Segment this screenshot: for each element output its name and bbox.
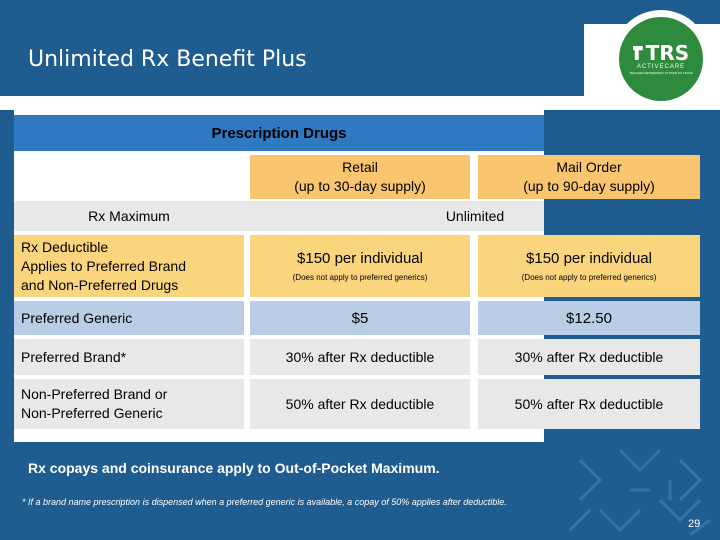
row-deductible-label-bg [14,235,244,297]
section-header: Prescription Drugs [211,124,347,142]
row-generic-label-bg [14,301,244,335]
brand-mail: 30% after Rx deductible [478,339,700,375]
deductible-mail: $150 per individual (Does not apply to p… [478,235,700,297]
trs-logo: TRS ACTIVECARE TEACHER RETIREMENT SYSTEM… [619,17,703,101]
deductible-mail-main: $150 per individual [526,250,652,267]
row-generic-retail-bg [250,301,470,335]
generic-retail-text: $5 [351,309,369,327]
deductible-retail: $150 per individual (Does not apply to p… [250,235,470,297]
title-tab-left [0,24,14,96]
deductible-label: Rx Deductible Applies to Preferred Brand… [21,235,241,297]
brand-retail: 30% after Rx deductible [250,339,470,375]
deductible-retail-main: $150 per individual [297,250,423,267]
logo-mark: TRS [632,41,690,65]
generic-retail: $5 [250,301,470,335]
footnote-small: * If a brand name prescription is dispen… [22,497,507,507]
col-head-retail-line2: (up to 30-day supply) [294,178,426,194]
logo-tiny: TEACHER RETIREMENT SYSTEM OF TEXAS [629,71,693,75]
footnote-main: Rx copays and coinsurance apply to Out-o… [28,460,440,476]
brand-mail-text: 30% after Rx deductible [514,348,664,365]
generic-mail: $12.50 [478,301,700,335]
rx-max-value-text: Unlimited [445,207,505,224]
row-nonpref-label-bg [14,379,244,429]
row-brand-mail-bg [478,339,700,375]
nonpref-label-line1: Non-Preferred Brand or [21,386,168,402]
nonpref-mail-text: 50% after Rx deductible [514,395,664,412]
logo-mark-text: TRS [645,41,690,65]
brand-retail-text: 30% after Rx deductible [285,348,435,365]
title-tab [14,24,584,96]
generic-label-text: Preferred Generic [21,309,133,326]
row-rx-max-bg [14,201,544,231]
page-number: 29 [688,518,701,530]
row-nonpref-retail-bg [250,379,470,429]
deductible-label-line3: and Non-Preferred Drugs [21,276,179,293]
row-deductible-retail-bg [250,235,470,297]
nonpref-retail: 50% after Rx deductible [250,379,470,429]
generic-mail-text: $12.50 [566,309,612,327]
row-brand-label-bg [14,339,244,375]
col-head-retail-line1: Retail [342,159,378,175]
nonpref-mail: 50% after Rx deductible [478,379,700,429]
generic-label: Preferred Generic [21,301,241,335]
row-deductible-mail-bg [478,235,700,297]
nonpref-label-line2: Non-Preferred Generic [21,405,163,421]
nonpref-retail-text: 50% after Rx deductible [285,395,435,412]
nonpref-label: Non-Preferred Brand or Non-Preferred Gen… [21,379,241,429]
rx-max-value: Unlimited [250,201,700,231]
section-header-bg [14,115,544,151]
rx-max-label: Rx Maximum [14,201,244,231]
col-head-retail: Retail (up to 30-day supply) [250,155,470,199]
deductible-retail-note: (Does not apply to preferred generics) [292,273,428,282]
row-brand-retail-bg [250,339,470,375]
brand-label-text: Preferred Brand* [21,348,127,365]
col-head-mail-line1: Mail Order [556,159,622,175]
logo-sub: ACTIVECARE [636,64,686,70]
deductible-mail-note: (Does not apply to preferred generics) [521,273,657,282]
decorative-pattern [568,448,711,537]
row-generic-mail-bg [478,301,700,335]
deductible-label-line1: Rx Deductible [21,238,109,255]
row-nonpref-mail-bg [478,379,700,429]
col-head-mail-line2: (up to 90-day supply) [523,178,655,194]
brand-label: Preferred Brand* [21,339,241,375]
rx-max-label-text: Rx Maximum [88,207,170,224]
deductible-label-line2: Applies to Preferred Brand [21,257,186,274]
texas-icon [632,46,643,60]
header-band [0,0,720,24]
col-head-mail: Mail Order (up to 90-day supply) [478,155,700,199]
slide-title: Unlimited Rx Benefit Plus [28,47,307,72]
